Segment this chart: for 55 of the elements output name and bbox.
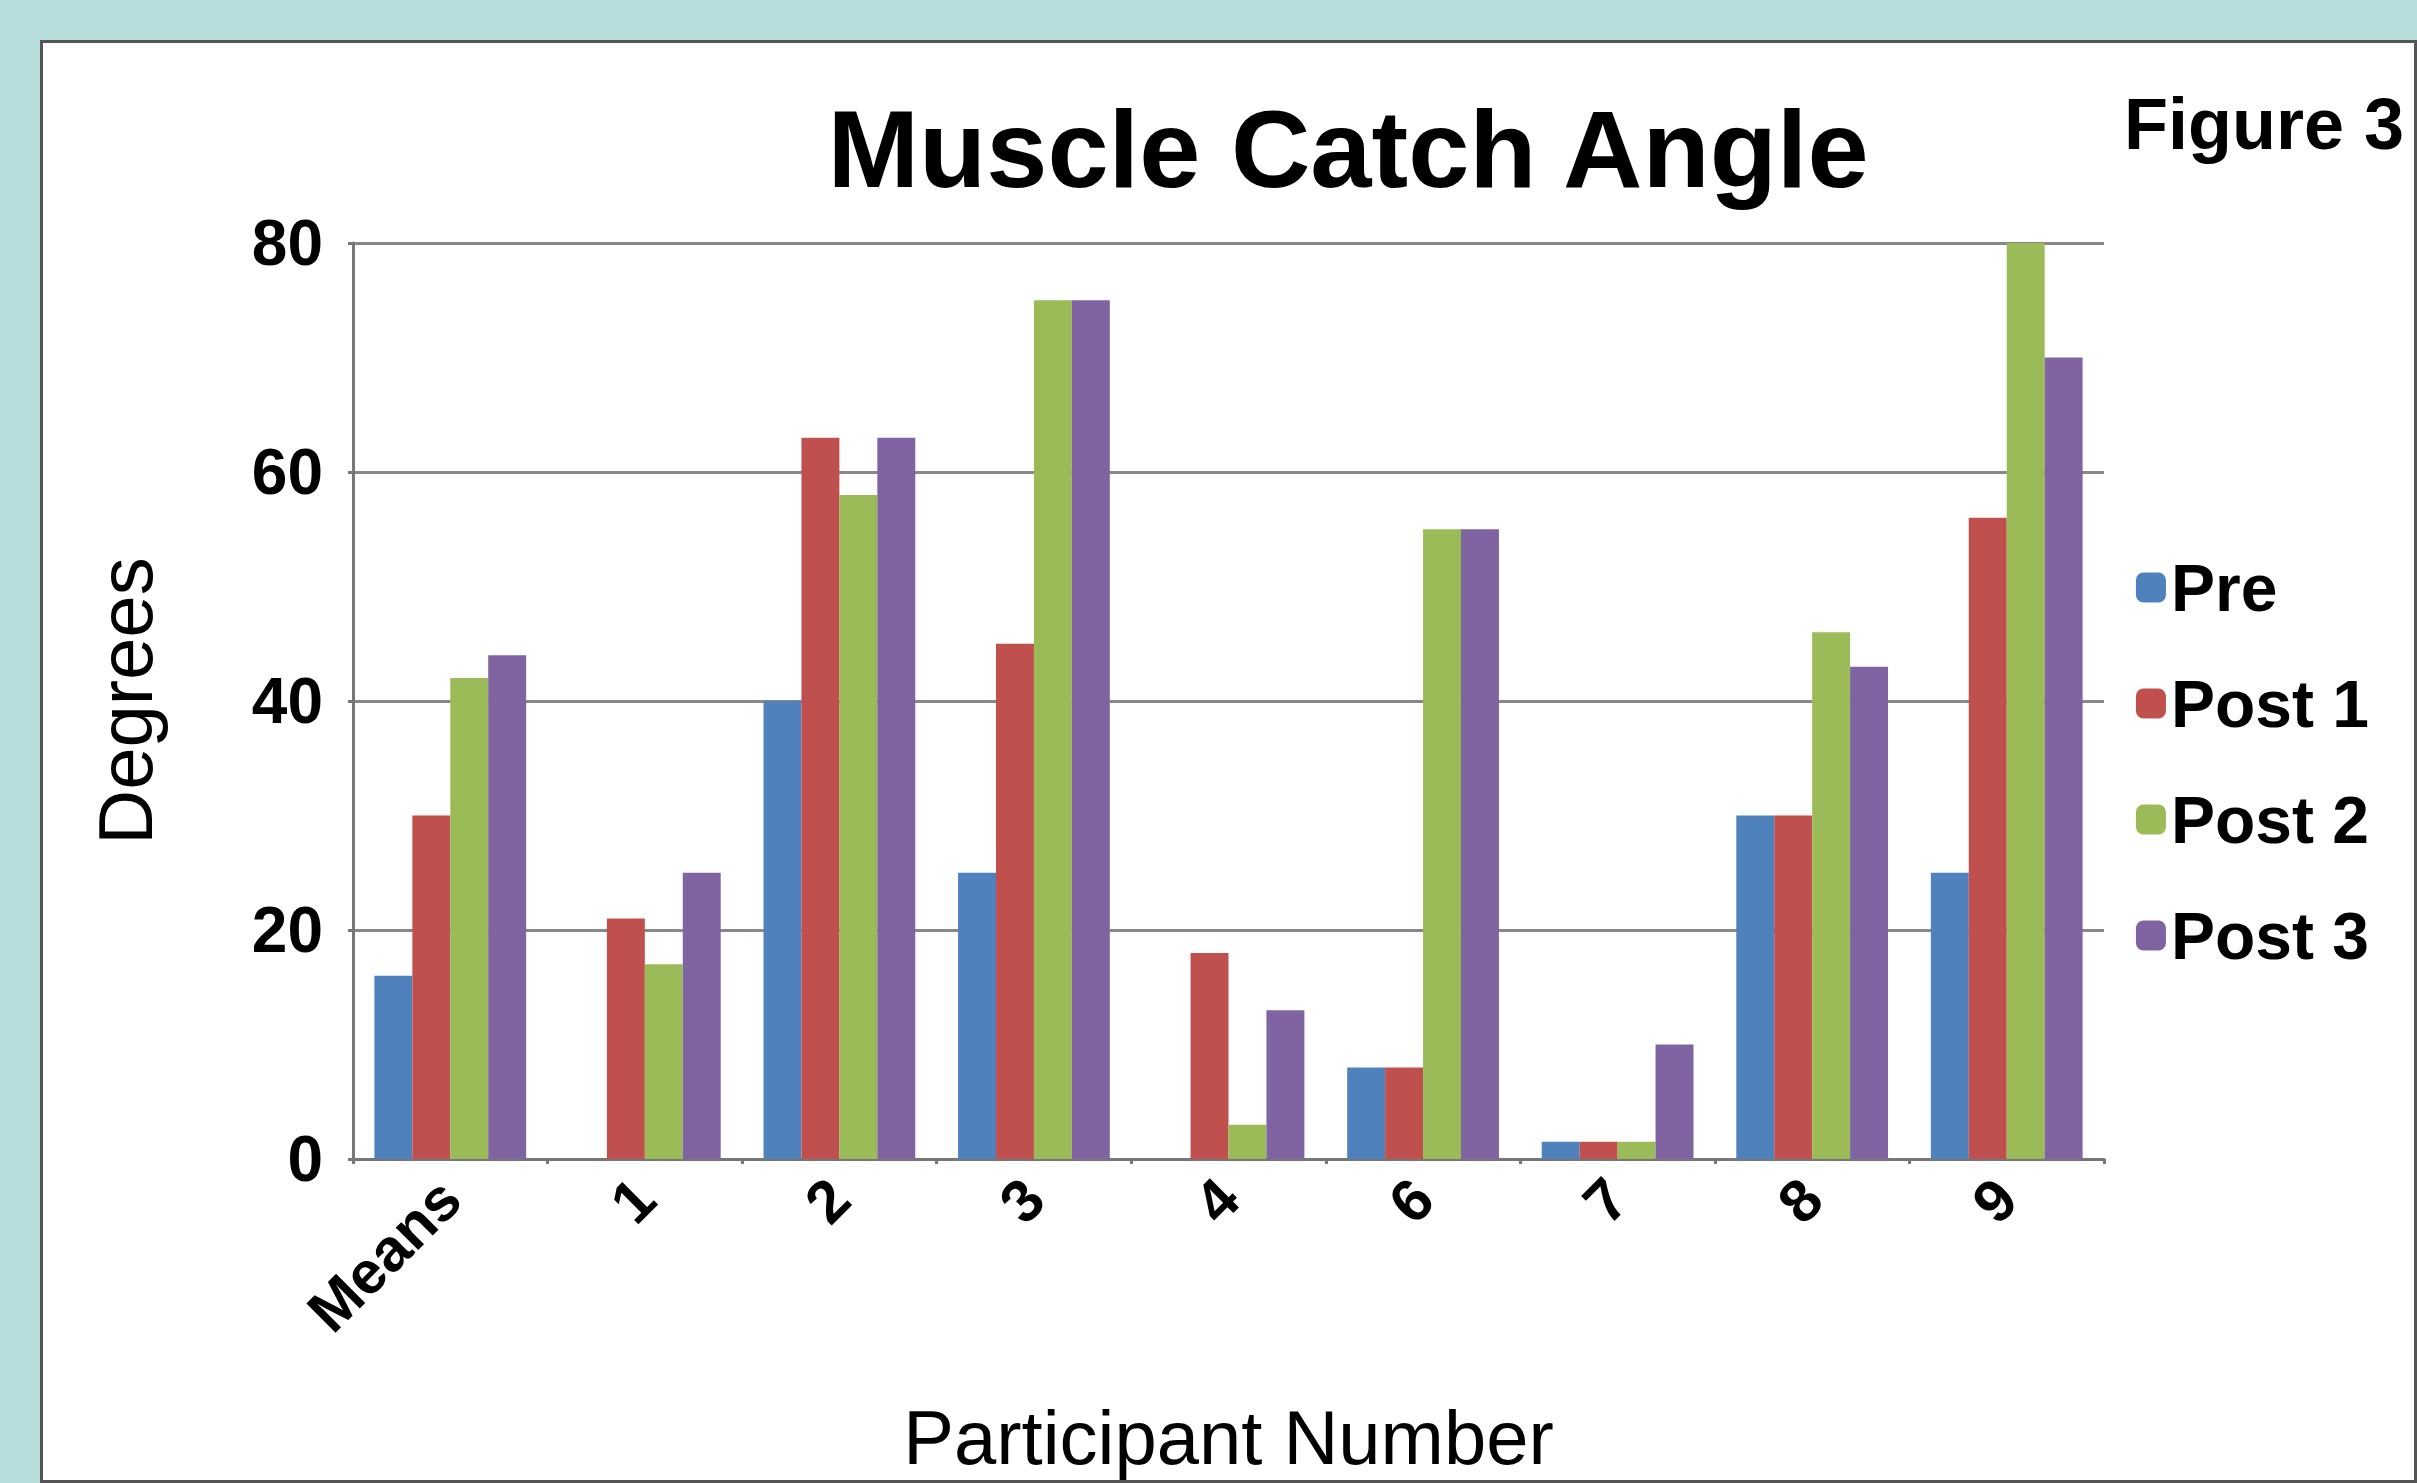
- bar: [877, 437, 916, 1159]
- bar: [1968, 517, 2007, 1159]
- bar: [450, 678, 489, 1159]
- legend-label: Post 3: [2170, 898, 2370, 973]
- x-tick-label: 1: [597, 1165, 669, 1237]
- legend-label: Pre: [2170, 550, 2278, 625]
- bar: [996, 643, 1034, 1159]
- bar: [958, 872, 997, 1159]
- bar: [1033, 300, 1072, 1159]
- caption: Figure 3: [2123, 84, 2405, 164]
- bar: [1774, 815, 1813, 1159]
- bar: [1423, 529, 1461, 1159]
- y-tick-label: 0: [287, 1123, 323, 1195]
- bar: [682, 872, 721, 1159]
- bar: [801, 437, 840, 1159]
- bar: [1655, 1044, 1694, 1159]
- bar: [1190, 952, 1229, 1159]
- bar: [1071, 300, 1110, 1159]
- y-tick-label: 20: [251, 894, 323, 966]
- bar: [1541, 1141, 1580, 1159]
- legend-label: Post 1: [2170, 666, 2370, 741]
- bar: [1579, 1141, 1618, 1159]
- bar: [763, 701, 802, 1159]
- bar: [1812, 632, 1851, 1159]
- x-tick-label: 6: [1375, 1165, 1447, 1237]
- y-tick-label: 60: [251, 436, 323, 508]
- bar: [1347, 1067, 1386, 1159]
- x-tick-label: 2: [792, 1165, 864, 1237]
- x-axis-title: Participant Number: [903, 1394, 1554, 1480]
- bar: [1930, 872, 1969, 1159]
- bar: [1736, 815, 1775, 1159]
- y-tick-label: 80: [251, 207, 323, 279]
- x-tick-label: 3: [986, 1165, 1058, 1237]
- bar: [1228, 1124, 1267, 1159]
- x-tick-label: 4: [1181, 1164, 1253, 1237]
- bar: [644, 964, 683, 1159]
- bar: [1385, 1067, 1424, 1159]
- bar: [1460, 529, 1499, 1159]
- bar: [412, 815, 451, 1159]
- bar: [2006, 243, 2045, 1159]
- x-tick-label: 7: [1570, 1165, 1642, 1237]
- legend-label: Post 2: [2170, 782, 2370, 857]
- bar: [606, 918, 645, 1159]
- x-tick-label: 8: [1764, 1165, 1836, 1237]
- bar: [1617, 1141, 1656, 1159]
- chart-title: Muscle Catch Angle: [827, 86, 1869, 210]
- x-tick-label: 9: [1959, 1165, 2031, 1237]
- bar: [1266, 1010, 1305, 1159]
- y-axis-title: Degrees: [82, 557, 168, 845]
- bar: [839, 494, 878, 1159]
- bar: [1850, 666, 1889, 1159]
- bar: [374, 975, 413, 1159]
- bar: [488, 655, 527, 1159]
- y-tick-label: 40: [251, 665, 323, 737]
- bar: [2044, 357, 2083, 1159]
